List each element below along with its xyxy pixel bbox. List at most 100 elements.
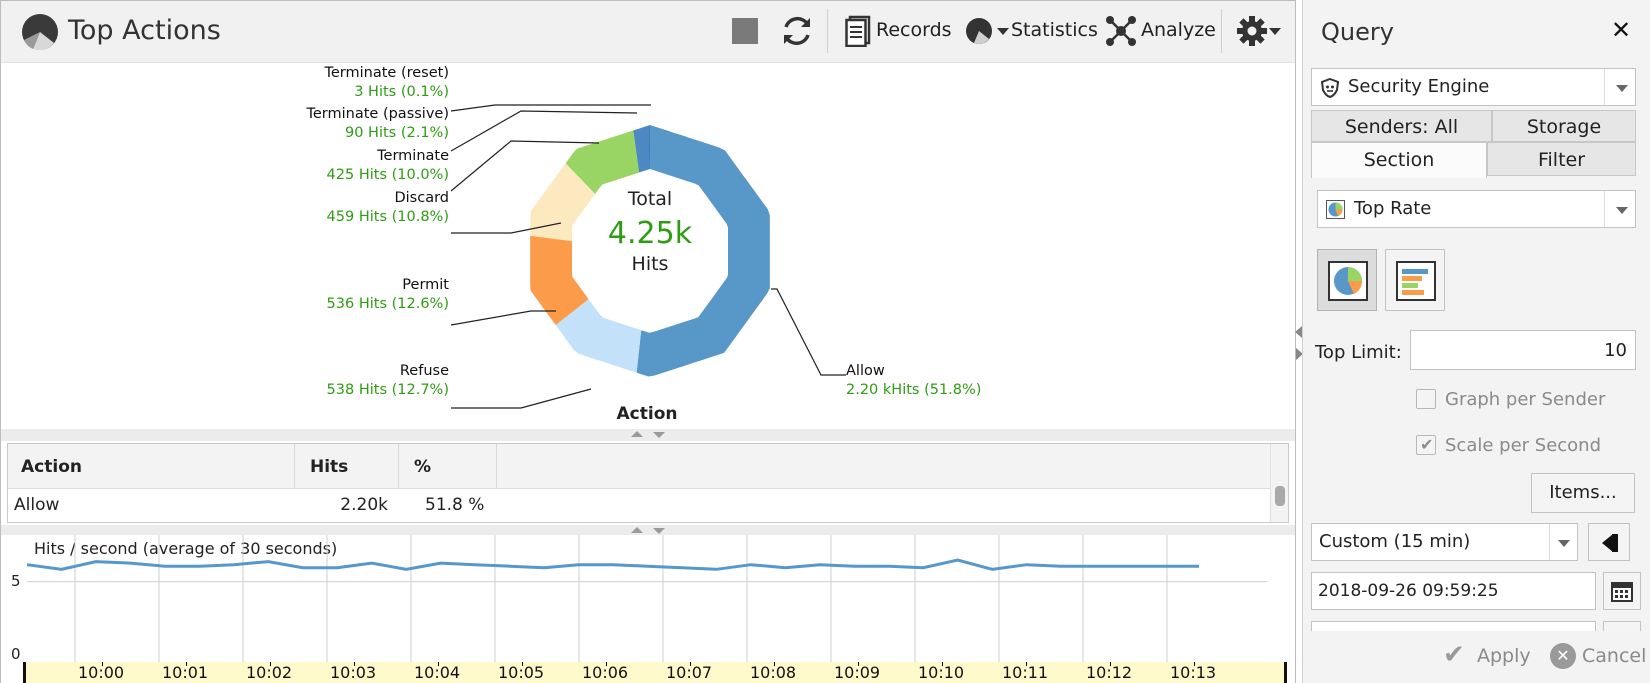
stop-icon[interactable] — [732, 18, 758, 44]
tab-storage[interactable]: Storage — [1492, 110, 1636, 142]
close-icon[interactable]: ✕ — [1611, 16, 1632, 44]
cancel-icon[interactable]: ✕ — [1550, 643, 1576, 669]
section-select-value: Top Rate — [1354, 198, 1432, 219]
donut-slice-0[interactable] — [636, 125, 770, 377]
slice-label-value: 90 Hits (2.1%) — [345, 125, 449, 141]
graph-per-sender-label: Graph per Sender — [1445, 389, 1606, 410]
donut-slice-1[interactable] — [555, 299, 642, 373]
scrollbar[interactable] — [1270, 444, 1288, 522]
donut-slice-5[interactable] — [633, 125, 650, 173]
column-header-percent[interactable]: % — [414, 457, 432, 477]
column-header-action[interactable]: Action — [21, 457, 82, 477]
refresh-icon[interactable] — [779, 13, 815, 49]
donut-slice-2[interactable] — [530, 235, 589, 325]
slice-label-name: Permit — [402, 277, 449, 293]
x-axis-band[interactable]: 10:00 10:01 10:02 10:03 10:04 10:05 10:06 10:07… — [23, 662, 1287, 683]
calendar-button[interactable] — [1603, 621, 1641, 631]
x-tick-label: 10:13 — [1170, 663, 1217, 682]
tab-section[interactable]: Section — [1311, 142, 1487, 178]
x-tick-label: 10:04 — [414, 663, 461, 682]
column-divider[interactable] — [496, 444, 497, 489]
tab-senders[interactable]: Senders: All — [1311, 110, 1492, 142]
chevron-down-icon[interactable] — [1269, 28, 1281, 35]
x-tick-mark — [942, 662, 943, 666]
x-tick-label: 10:03 — [330, 663, 377, 682]
top-rate-icon — [1326, 200, 1345, 219]
analyze-icon[interactable] — [1105, 15, 1137, 47]
slice-label-name: Terminate (passive) — [306, 106, 449, 122]
toolbar-separator — [827, 9, 828, 53]
calendar-button[interactable] — [1603, 572, 1641, 610]
x-tick-mark — [858, 662, 859, 666]
table-row[interactable]: Allow 2.20k 51.8 % — [8, 489, 1270, 522]
pane-splitter[interactable] — [1, 525, 1295, 535]
scale-per-second-label: Scale per Second — [1445, 435, 1602, 456]
time-range-select[interactable]: Custom (15 min) — [1311, 523, 1578, 561]
scrollbar-thumb[interactable] — [1275, 486, 1285, 506]
bar-chart-icon — [1396, 261, 1436, 301]
x-tick-mark — [690, 662, 691, 666]
back-bar-icon — [1612, 534, 1618, 552]
collapse-left-icon[interactable] — [1295, 326, 1302, 338]
x-tick-label: 10:11 — [1002, 663, 1049, 682]
scale-per-second-checkbox[interactable]: ✔ — [1416, 435, 1436, 455]
x-tick-label: 10:01 — [162, 663, 209, 682]
start-time-input[interactable]: 2018-09-26 09:59:25 — [1311, 572, 1596, 610]
chevron-down-icon[interactable] — [997, 28, 1009, 35]
apply-button[interactable]: Apply — [1477, 645, 1531, 667]
slice-label-name: Discard — [394, 190, 449, 206]
x-tick-mark — [438, 662, 439, 666]
section-select[interactable]: Top Rate — [1317, 190, 1636, 228]
chevron-up-icon — [631, 431, 643, 437]
graph-per-sender-checkbox[interactable] — [1416, 389, 1436, 409]
timeline-title: Hits / second (average of 30 seconds) — [34, 539, 338, 558]
engine-select[interactable]: Security Engine — [1311, 68, 1636, 106]
leader-line — [771, 288, 846, 376]
x-tick-label: 10:12 — [1086, 663, 1133, 682]
x-tick-mark — [522, 662, 523, 666]
records-button[interactable]: Records — [876, 19, 952, 41]
check-icon[interactable]: ✔ — [1443, 640, 1465, 670]
dropdown-divider — [1604, 69, 1605, 105]
column-divider[interactable] — [398, 444, 399, 489]
gear-icon[interactable] — [1236, 15, 1268, 47]
leader-line — [451, 222, 562, 234]
end-time-input[interactable] — [1311, 621, 1596, 631]
check-icon: ✔ — [1420, 435, 1434, 454]
expand-right-icon[interactable] — [1296, 348, 1303, 360]
analyze-button[interactable]: Analyze — [1141, 19, 1216, 41]
line-plot — [26, 535, 1267, 662]
cancel-button[interactable]: Cancel — [1582, 645, 1647, 667]
items-button[interactable]: Items... — [1531, 473, 1635, 513]
chevron-up-icon — [631, 527, 643, 533]
x-tick-label: 10:02 — [246, 663, 293, 682]
time-range-value: Custom (15 min) — [1319, 531, 1471, 552]
slice-label-value: 538 Hits (12.7%) — [326, 382, 449, 398]
donut-slice-3[interactable] — [530, 163, 596, 242]
donut-slice-4[interactable] — [565, 130, 640, 194]
leader-line — [450, 104, 651, 112]
top-limit-input[interactable]: 10 — [1410, 330, 1636, 370]
tab-filter[interactable]: Filter — [1487, 142, 1636, 176]
statistics-icon[interactable] — [965, 16, 995, 46]
statistics-button[interactable]: Statistics — [1011, 19, 1098, 41]
cell-percent: 51.8 % — [425, 495, 485, 515]
y-tick-label: 0 — [11, 645, 21, 663]
slice-label-value: 2.20 kHits (51.8%) — [846, 382, 982, 398]
series-line — [26, 558, 1199, 571]
chevron-down-icon — [1558, 540, 1570, 547]
back-button[interactable] — [1588, 523, 1630, 561]
pie-view-button[interactable] — [1317, 249, 1377, 311]
y-tick-label: 5 — [11, 572, 21, 590]
results-table: Action Hits % Allow 2.20k 51.8 % — [7, 443, 1289, 523]
bar-view-button[interactable] — [1385, 249, 1445, 311]
pane-splitter[interactable] — [1, 429, 1295, 441]
slice-label-value: 459 Hits (10.8%) — [326, 209, 449, 225]
column-header-hits[interactable]: Hits — [310, 457, 349, 477]
slice-label-value: 3 Hits (0.1%) — [354, 84, 449, 100]
x-tick-label: 10:00 — [78, 663, 125, 682]
x-tick-label: 10:05 — [498, 663, 545, 682]
records-icon[interactable] — [845, 15, 871, 48]
column-divider[interactable] — [294, 444, 295, 489]
donut-slice-6[interactable] — [649, 125, 650, 170]
